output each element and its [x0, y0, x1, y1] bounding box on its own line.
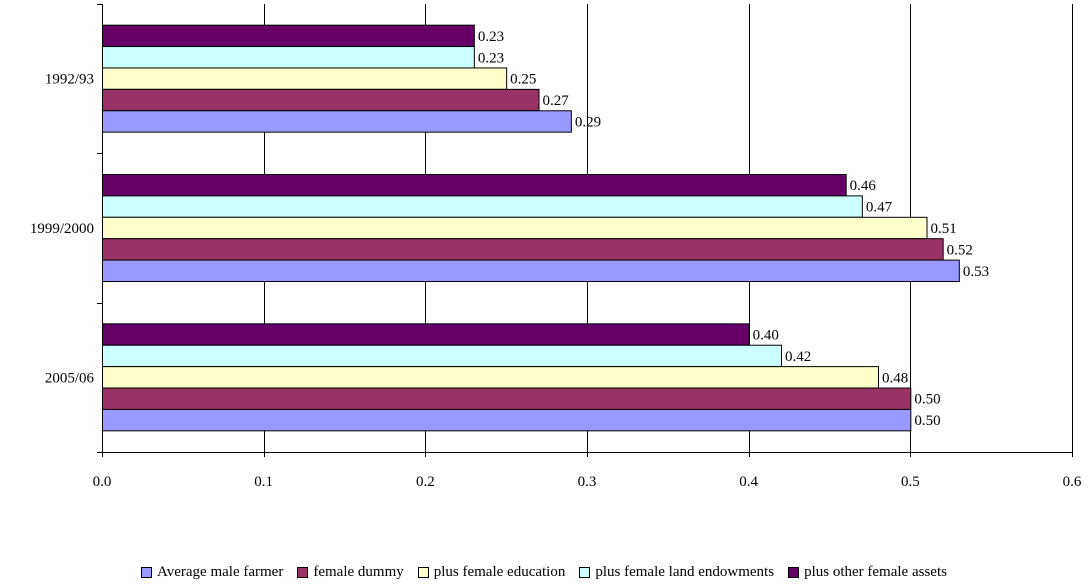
axes: 0.0 0.1 0.2 0.3 0.4 0.5 0.6 1992/93 1999/2000 200…: [30, 4, 1082, 490]
data-label: 0.40: [753, 328, 779, 344]
data-labels: 0.23 0.23 0.25 0.27 0.29 0.46 0.47 0.51 0.52 0.53…: [478, 29, 989, 429]
legend-swatch: [141, 566, 153, 578]
legend-item: plus female land endowments: [579, 564, 774, 581]
x-tick-label: 0.1: [254, 474, 273, 490]
legend-item: Average male farmer: [141, 564, 283, 581]
legend-swatch: [417, 566, 429, 578]
data-label: 0.25: [510, 72, 536, 88]
bar: [102, 344, 782, 368]
bar: [102, 216, 928, 240]
category-label: 1992/93: [45, 72, 94, 88]
bar: [102, 259, 960, 283]
x-tick-label: 0.0: [93, 474, 112, 490]
x-tick-label: 0.5: [901, 474, 920, 490]
legend-swatch: [579, 566, 591, 578]
x-tick-label: 0.6: [1063, 474, 1082, 490]
data-label: 0.53: [963, 264, 989, 280]
bar: [102, 88, 540, 112]
legend-label: plus female land endowments: [595, 563, 775, 580]
data-label: 0.52: [947, 242, 973, 258]
bar: [102, 195, 863, 218]
legend-label: Average male farmer: [157, 563, 284, 580]
x-tick-label: 0.3: [578, 474, 597, 490]
bar: [102, 323, 750, 346]
x-tick-label: 0.4: [739, 474, 758, 490]
data-label: 0.47: [866, 200, 893, 216]
data-label: 0.46: [850, 178, 877, 194]
data-label: 0.23: [478, 29, 504, 45]
data-label: 0.27: [543, 93, 570, 109]
bar: [102, 67, 508, 90]
bar: [102, 408, 912, 432]
legend-item: female dummy: [297, 563, 404, 581]
data-label: 0.42: [785, 349, 811, 365]
legend-swatch: [788, 566, 800, 578]
bar: [102, 24, 475, 48]
legend-label: female dummy: [313, 563, 404, 580]
bar: [102, 366, 879, 389]
data-label: 0.50: [914, 392, 940, 408]
data-label: 0.50: [914, 413, 940, 429]
legend-label: plus other female assets: [804, 563, 947, 580]
data-label: 0.48: [882, 370, 908, 386]
bar: [102, 46, 475, 69]
legend-swatch: [297, 566, 309, 578]
legend-item: plus other female assets: [788, 564, 947, 581]
bar: [102, 238, 944, 261]
data-label: 0.51: [931, 221, 957, 237]
legend: Average male farmer female dummy plus fema…: [0, 562, 1088, 582]
legend-item: plus female education: [417, 563, 566, 581]
data-label: 0.29: [575, 114, 601, 130]
bar: [102, 174, 847, 197]
category-label: 2005/06: [45, 370, 95, 386]
category-label: 1999/2000: [30, 221, 94, 237]
bar: [102, 110, 572, 133]
legend-label: plus female education: [433, 563, 566, 580]
bar: [102, 387, 912, 410]
data-label: 0.23: [478, 50, 504, 66]
x-tick-label: 0.2: [416, 474, 435, 490]
